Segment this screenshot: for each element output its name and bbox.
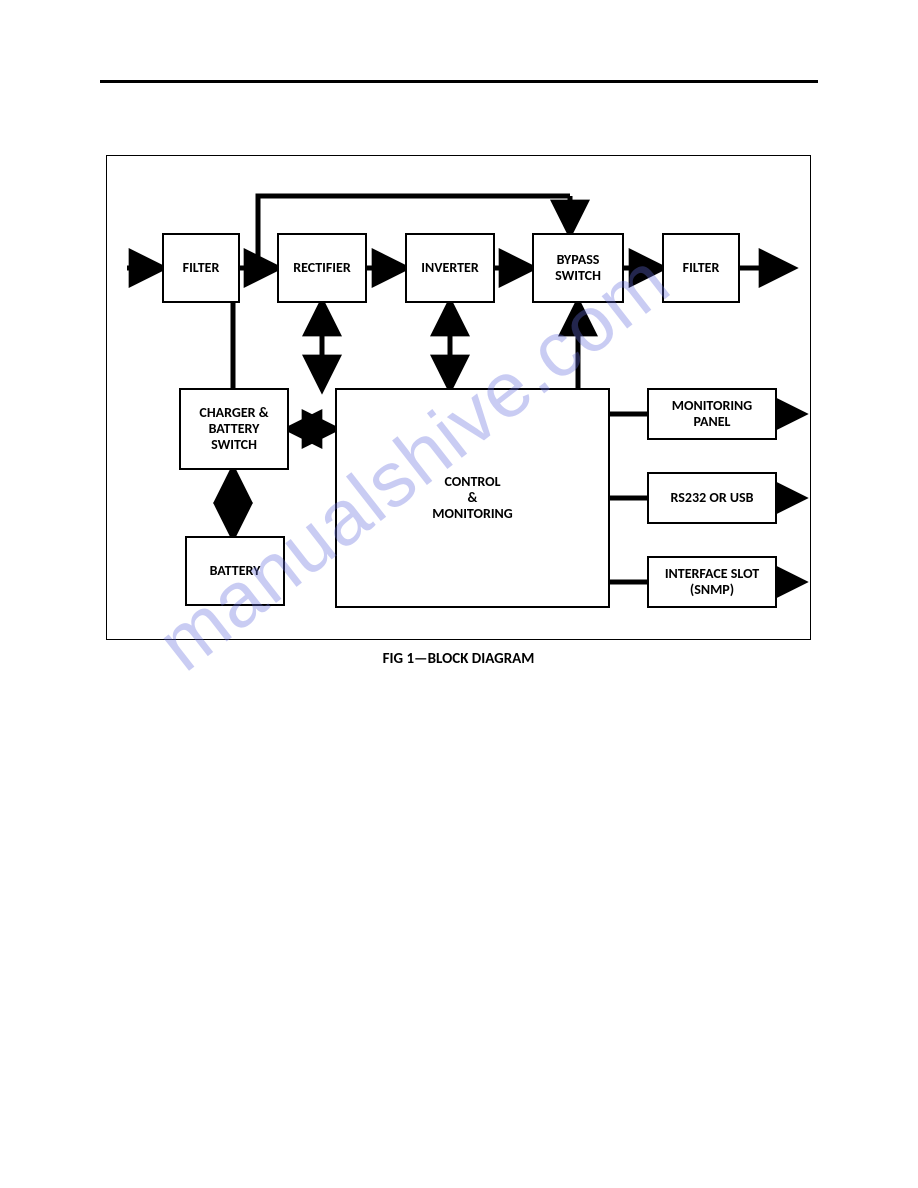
figure-caption: FIG 1—BLOCK DIAGRAM: [106, 650, 811, 668]
block-filter_in: FILTER: [162, 233, 240, 303]
block-rectifier: RECTIFIER: [277, 233, 367, 303]
block-mon_panel: MONITORING PANEL: [647, 388, 777, 440]
block-bypass: BYPASS SWITCH: [532, 233, 624, 303]
block-rs232: RS232 OR USB: [647, 472, 777, 524]
block-control: CONTROL & MONITORING: [335, 388, 610, 608]
block-battery: BATTERY: [185, 536, 285, 606]
diagram-frame: FILTER RECTIFIER INVERTER BYPASS SWITCH FILT…: [106, 155, 811, 640]
header-rule: [100, 80, 818, 83]
block-inverter: INVERTER: [405, 233, 495, 303]
block-filter_out: FILTER: [662, 233, 740, 303]
block-iface: INTERFACE SLOT (SNMP): [647, 556, 777, 608]
block-charger: CHARGER & BATTERY SWITCH: [179, 388, 289, 470]
